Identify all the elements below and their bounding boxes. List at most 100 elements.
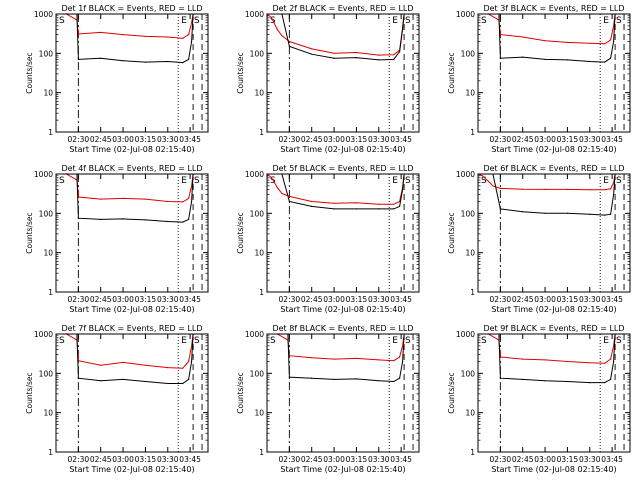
series-events-line-point <box>498 14 500 15</box>
y-axis-label: Counts/sec <box>236 372 245 413</box>
series-events-line-point <box>418 174 419 175</box>
plot-frame <box>55 13 209 133</box>
panel-title: Det 1f BLACK = Events, RED = LLD <box>61 4 202 13</box>
x-tick-label: 02:30 <box>279 295 301 304</box>
panel-title: Det 7f BLACK = Events, RED = LLD <box>61 324 202 333</box>
series-events-line-point <box>56 174 57 175</box>
x-tick-label: 02:30 <box>279 455 301 464</box>
x-axis-label: Start Time (02-Jul-08 02:15:40) <box>491 145 616 154</box>
series-events-line-point <box>589 60 591 63</box>
x-tick-label: 03:15 <box>346 135 368 144</box>
series-events-line-point <box>499 57 501 59</box>
y-tick-label: 100 <box>461 49 476 58</box>
series-events-line-point <box>614 14 616 15</box>
marker-label: E <box>181 16 187 26</box>
x-tick-label: 02:45 <box>512 455 534 464</box>
x-tick-label: 03:30 <box>579 295 601 304</box>
panel-det-2: Det 2f BLACK = Events, RED = LLD 1 10 100 10… <box>236 4 420 154</box>
x-tick-label: 03:15 <box>346 455 368 464</box>
panel-det-1: Det 1f BLACK = Events, RED = LLD 1 10 100 10… <box>25 4 209 154</box>
series-events-line-point <box>355 57 357 59</box>
series-events-line-point <box>311 53 313 55</box>
series-lld-line-point <box>311 48 313 50</box>
x-tick-label: 03:30 <box>157 455 179 464</box>
series-lld-line-point <box>122 197 124 199</box>
series-events-line-point <box>355 208 357 210</box>
marker-label: S <box>616 16 622 26</box>
panel-det-7: Det 7f BLACK = Events, RED = LLD 1 10 100 10… <box>25 324 209 474</box>
series-lld-line-point <box>544 188 546 190</box>
series-events-line-point <box>623 174 625 175</box>
series-events-line-point <box>610 57 612 59</box>
series-events-line <box>478 174 630 216</box>
x-tick-label: 03:45 <box>601 295 623 304</box>
y-tick-label: 1000 <box>456 10 475 19</box>
series-lld-line-point <box>355 357 357 359</box>
series-lld-line-point <box>100 198 102 200</box>
series-events-line-point <box>566 380 569 383</box>
x-axis-label: Start Time (02-Jul-08 02:15:40) <box>491 465 616 474</box>
series-events-line-point <box>403 14 405 15</box>
series-events-line-point <box>267 174 268 175</box>
series-events-line-point <box>100 57 102 59</box>
x-tick-label: 03:45 <box>179 135 201 144</box>
series-lld-line-point <box>499 187 501 189</box>
x-tick-label: 03:15 <box>557 455 579 464</box>
series-events-line-point <box>378 59 380 61</box>
x-tick-label: 03:45 <box>601 455 623 464</box>
y-tick-label: 1 <box>470 128 475 137</box>
series-lld-line-point <box>288 195 290 197</box>
series-events-line-point <box>197 14 199 15</box>
series-events-line-point <box>412 14 414 15</box>
series-lld-line-point <box>613 345 615 347</box>
series-lld-line-point <box>393 54 395 56</box>
x-tick-label: 03:30 <box>368 295 390 304</box>
series-lld-line-point <box>481 175 484 177</box>
marker-label: S <box>405 176 411 186</box>
x-tick-label: 03:45 <box>179 455 201 464</box>
plot-frame <box>477 173 631 293</box>
series-lld-line-point <box>167 367 169 369</box>
x-axis-label: Start Time (02-Jul-08 02:15:40) <box>69 465 194 474</box>
x-axis-label: Start Time (02-Jul-08 02:15:40) <box>280 465 405 474</box>
series-lld-line-point <box>191 345 193 347</box>
series-events-line-point <box>56 14 57 15</box>
x-tick-label: 03:15 <box>557 295 579 304</box>
series-lld-line-point <box>276 29 278 31</box>
y-tick-label: 1000 <box>245 10 264 19</box>
series-events-line <box>267 334 419 383</box>
series-events-line-point <box>311 205 313 207</box>
plot-frame <box>266 13 420 133</box>
marker-label: S <box>59 336 65 346</box>
x-tick-label: 02:30 <box>490 295 512 304</box>
series-events-line-point <box>76 174 78 175</box>
y-tick-label: 1000 <box>245 330 264 339</box>
series-events-line-point <box>281 14 283 15</box>
series-events-line-point <box>182 382 184 385</box>
series-lld-line-point <box>311 357 313 359</box>
series-events-line-point <box>621 334 624 335</box>
x-tick-label: 03:15 <box>135 455 157 464</box>
series-events-line-point <box>619 174 621 175</box>
series-events-line-point <box>402 29 404 31</box>
series-lld-line-point <box>182 37 184 40</box>
series-lld-line-point <box>399 356 401 358</box>
series-events-line-point <box>267 334 268 335</box>
x-tick-label: 02:45 <box>301 135 323 144</box>
marker-label: E <box>392 16 398 26</box>
series-events-line-point <box>182 221 184 223</box>
x-tick-label: 03:45 <box>390 295 412 304</box>
series-events-line-point <box>333 378 335 380</box>
series-lld-line-point <box>589 362 591 364</box>
series-lld-line-point <box>566 41 569 44</box>
series-events-line-point <box>65 174 67 175</box>
series-events-line-point <box>288 200 290 203</box>
series-lld-line <box>478 174 630 191</box>
series-events-line-point <box>478 334 479 335</box>
series-events-line-point <box>610 213 612 215</box>
y-tick-label: 1 <box>48 448 53 457</box>
series-lld-line-point <box>544 359 546 361</box>
series-events-line-point <box>544 58 546 61</box>
panel-title: Det 2f BLACK = Events, RED = LLD <box>272 4 413 13</box>
series-lld-line-point <box>191 22 193 24</box>
